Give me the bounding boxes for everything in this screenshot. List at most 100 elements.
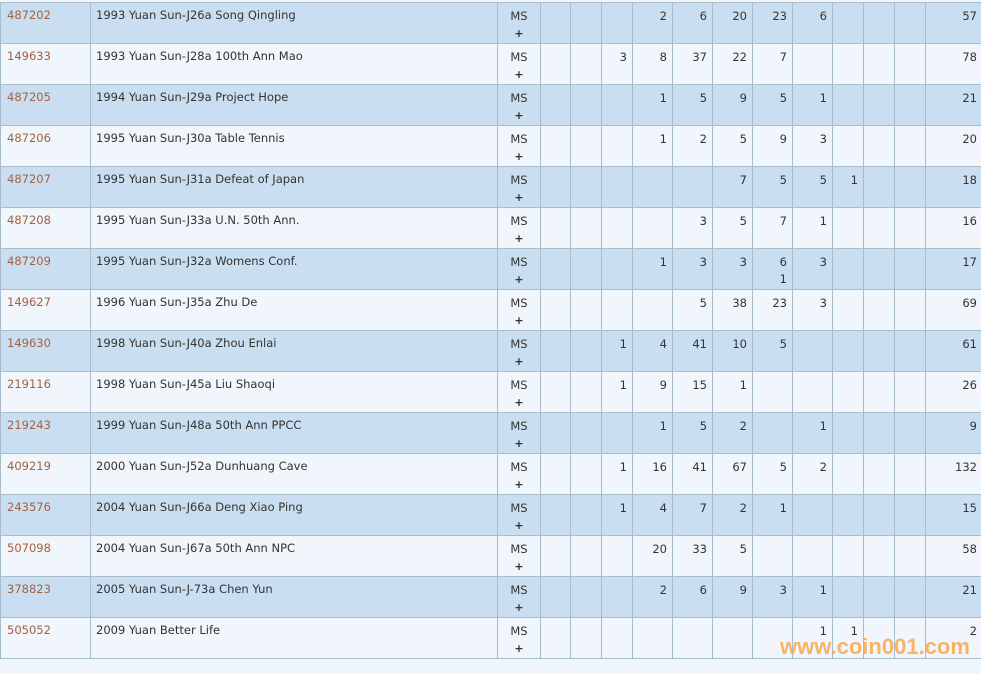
grade-count-cell: 5 (672, 412, 713, 454)
grade-count-cell: 3 (712, 248, 753, 290)
count-value: 3 (699, 214, 707, 228)
coin-id-link[interactable]: 243576 (7, 500, 51, 514)
coin-id-link[interactable]: 219116 (7, 377, 51, 391)
total-cell: 16 (925, 207, 981, 249)
grade-count-cell: 7 (672, 494, 713, 536)
total-cell: 2 (925, 617, 981, 659)
count-value: 2 (659, 583, 667, 597)
coin-id-cell: 409219 (0, 453, 91, 495)
coin-description: 1998 Yuan Sun-J45a Liu Shaoqi (90, 371, 498, 413)
coin-id-link[interactable]: 487205 (7, 90, 51, 104)
count-value: 3 (819, 255, 827, 269)
expand-plus-icon[interactable]: + (514, 355, 524, 368)
count-value: 3 (619, 50, 627, 64)
coin-id-link[interactable]: 149627 (7, 295, 51, 309)
grade-count-cell: 37 (672, 43, 713, 85)
grade-cell: MS + (497, 576, 541, 618)
coin-id-link[interactable]: 505052 (7, 623, 51, 637)
grade-count-cell: 5 (712, 125, 753, 167)
coin-id-link[interactable]: 219243 (7, 418, 51, 432)
count-value: 4 (659, 337, 667, 351)
coin-description: 1993 Yuan Sun-J26a Song Qingling (90, 2, 498, 44)
grade-count-cell (540, 371, 571, 413)
grade-count-cell (540, 43, 571, 85)
grade-count-cell (752, 371, 793, 413)
expand-plus-icon[interactable]: + (514, 560, 524, 573)
expand-plus-icon[interactable]: + (514, 519, 524, 532)
grade-count-cell (540, 535, 571, 577)
coin-id-link[interactable]: 149630 (7, 336, 51, 350)
expand-plus-icon[interactable]: + (514, 191, 524, 204)
grade-count-cell (570, 248, 602, 290)
coin-id-link[interactable]: 487202 (7, 8, 51, 22)
grade-count-cell (570, 453, 602, 495)
grade-count-cell (832, 2, 864, 44)
expand-plus-icon[interactable]: + (514, 68, 524, 81)
coin-description: 1994 Yuan Sun-J29a Project Hope (90, 84, 498, 126)
expand-plus-icon[interactable]: + (514, 478, 524, 491)
coin-id-link[interactable]: 487209 (7, 254, 51, 268)
grade-count-cell (601, 84, 633, 126)
expand-plus-icon[interactable]: + (514, 642, 524, 655)
coin-id-link[interactable]: 409219 (7, 459, 51, 473)
grade-cell: MS + (497, 412, 541, 454)
expand-plus-icon[interactable]: + (514, 314, 524, 327)
grade-count-cell (540, 576, 571, 618)
coin-id-link[interactable]: 149633 (7, 49, 51, 63)
coin-id-cell: 487205 (0, 84, 91, 126)
expand-plus-icon[interactable]: + (514, 437, 524, 450)
table-row: 487207 1995 Yuan Sun-J31a Defeat of Japan… (0, 166, 981, 208)
expand-plus-icon[interactable]: + (514, 150, 524, 163)
grade-cell: MS + (497, 166, 541, 208)
coin-id-link[interactable]: 487208 (7, 213, 51, 227)
grade-count-cell (540, 494, 571, 536)
grade-count-cell (832, 84, 864, 126)
count-value: 8 (659, 50, 667, 64)
count-value: 9 (779, 132, 787, 146)
coin-id-link[interactable]: 507098 (7, 541, 51, 555)
grade-count-cell (894, 576, 926, 618)
total-value: 58 (962, 542, 977, 556)
grade-count-cell (894, 84, 926, 126)
count-value: 1 (850, 173, 858, 187)
grade-count-cell (894, 371, 926, 413)
expand-plus-icon[interactable]: + (514, 396, 524, 409)
grade-count-cell (601, 576, 633, 618)
coin-id-cell: 487209 (0, 248, 91, 290)
coin-description: 1993 Yuan Sun-J28a 100th Ann Mao (90, 43, 498, 85)
coin-id-cell: 505052 (0, 617, 91, 659)
expand-plus-icon[interactable]: + (514, 232, 524, 245)
grade-count-cell: 3 (601, 43, 633, 85)
table-row: 487206 1995 Yuan Sun-J30a Table Tennis MS +… (0, 125, 981, 167)
coin-id-cell: 243576 (0, 494, 91, 536)
table-row: 149633 1993 Yuan Sun-J28a 100th Ann Mao MS… (0, 43, 981, 85)
grade-cell: MS + (497, 494, 541, 536)
grade-count-cell: 9 (712, 84, 753, 126)
grade-count-cell: 5 (712, 535, 753, 577)
grade-count-cell: 3 (672, 207, 713, 249)
count-value: 6 (699, 9, 707, 23)
coin-id-link[interactable]: 487207 (7, 172, 51, 186)
coin-id-link[interactable]: 378823 (7, 582, 51, 596)
grade-count-cell (570, 412, 602, 454)
grade-count-cell: 2 (632, 576, 673, 618)
expand-plus-icon[interactable]: + (514, 601, 524, 614)
coin-description: 2000 Yuan Sun-J52a Dunhuang Cave (90, 453, 498, 495)
expand-plus-icon[interactable]: + (514, 27, 524, 40)
grade-count-cell: 10 (712, 330, 753, 372)
coin-id-link[interactable]: 487206 (7, 131, 51, 145)
total-cell: 78 (925, 43, 981, 85)
grade-count-cell (894, 494, 926, 536)
grade-cell: MS + (497, 535, 541, 577)
count-value: 1 (850, 624, 858, 638)
grade-count-cell: 1 (792, 84, 833, 126)
count-value: 41 (692, 460, 707, 474)
grade-count-cell (632, 207, 673, 249)
grade-label: MS (510, 337, 528, 351)
grade-count-cell (894, 535, 926, 577)
grade-count-cell: 41 (672, 453, 713, 495)
expand-plus-icon[interactable]: + (514, 273, 524, 286)
count-value: 1 (819, 419, 827, 433)
table-row: 243576 2004 Yuan Sun-J66a Deng Xiao Ping M… (0, 494, 981, 536)
expand-plus-icon[interactable]: + (514, 109, 524, 122)
